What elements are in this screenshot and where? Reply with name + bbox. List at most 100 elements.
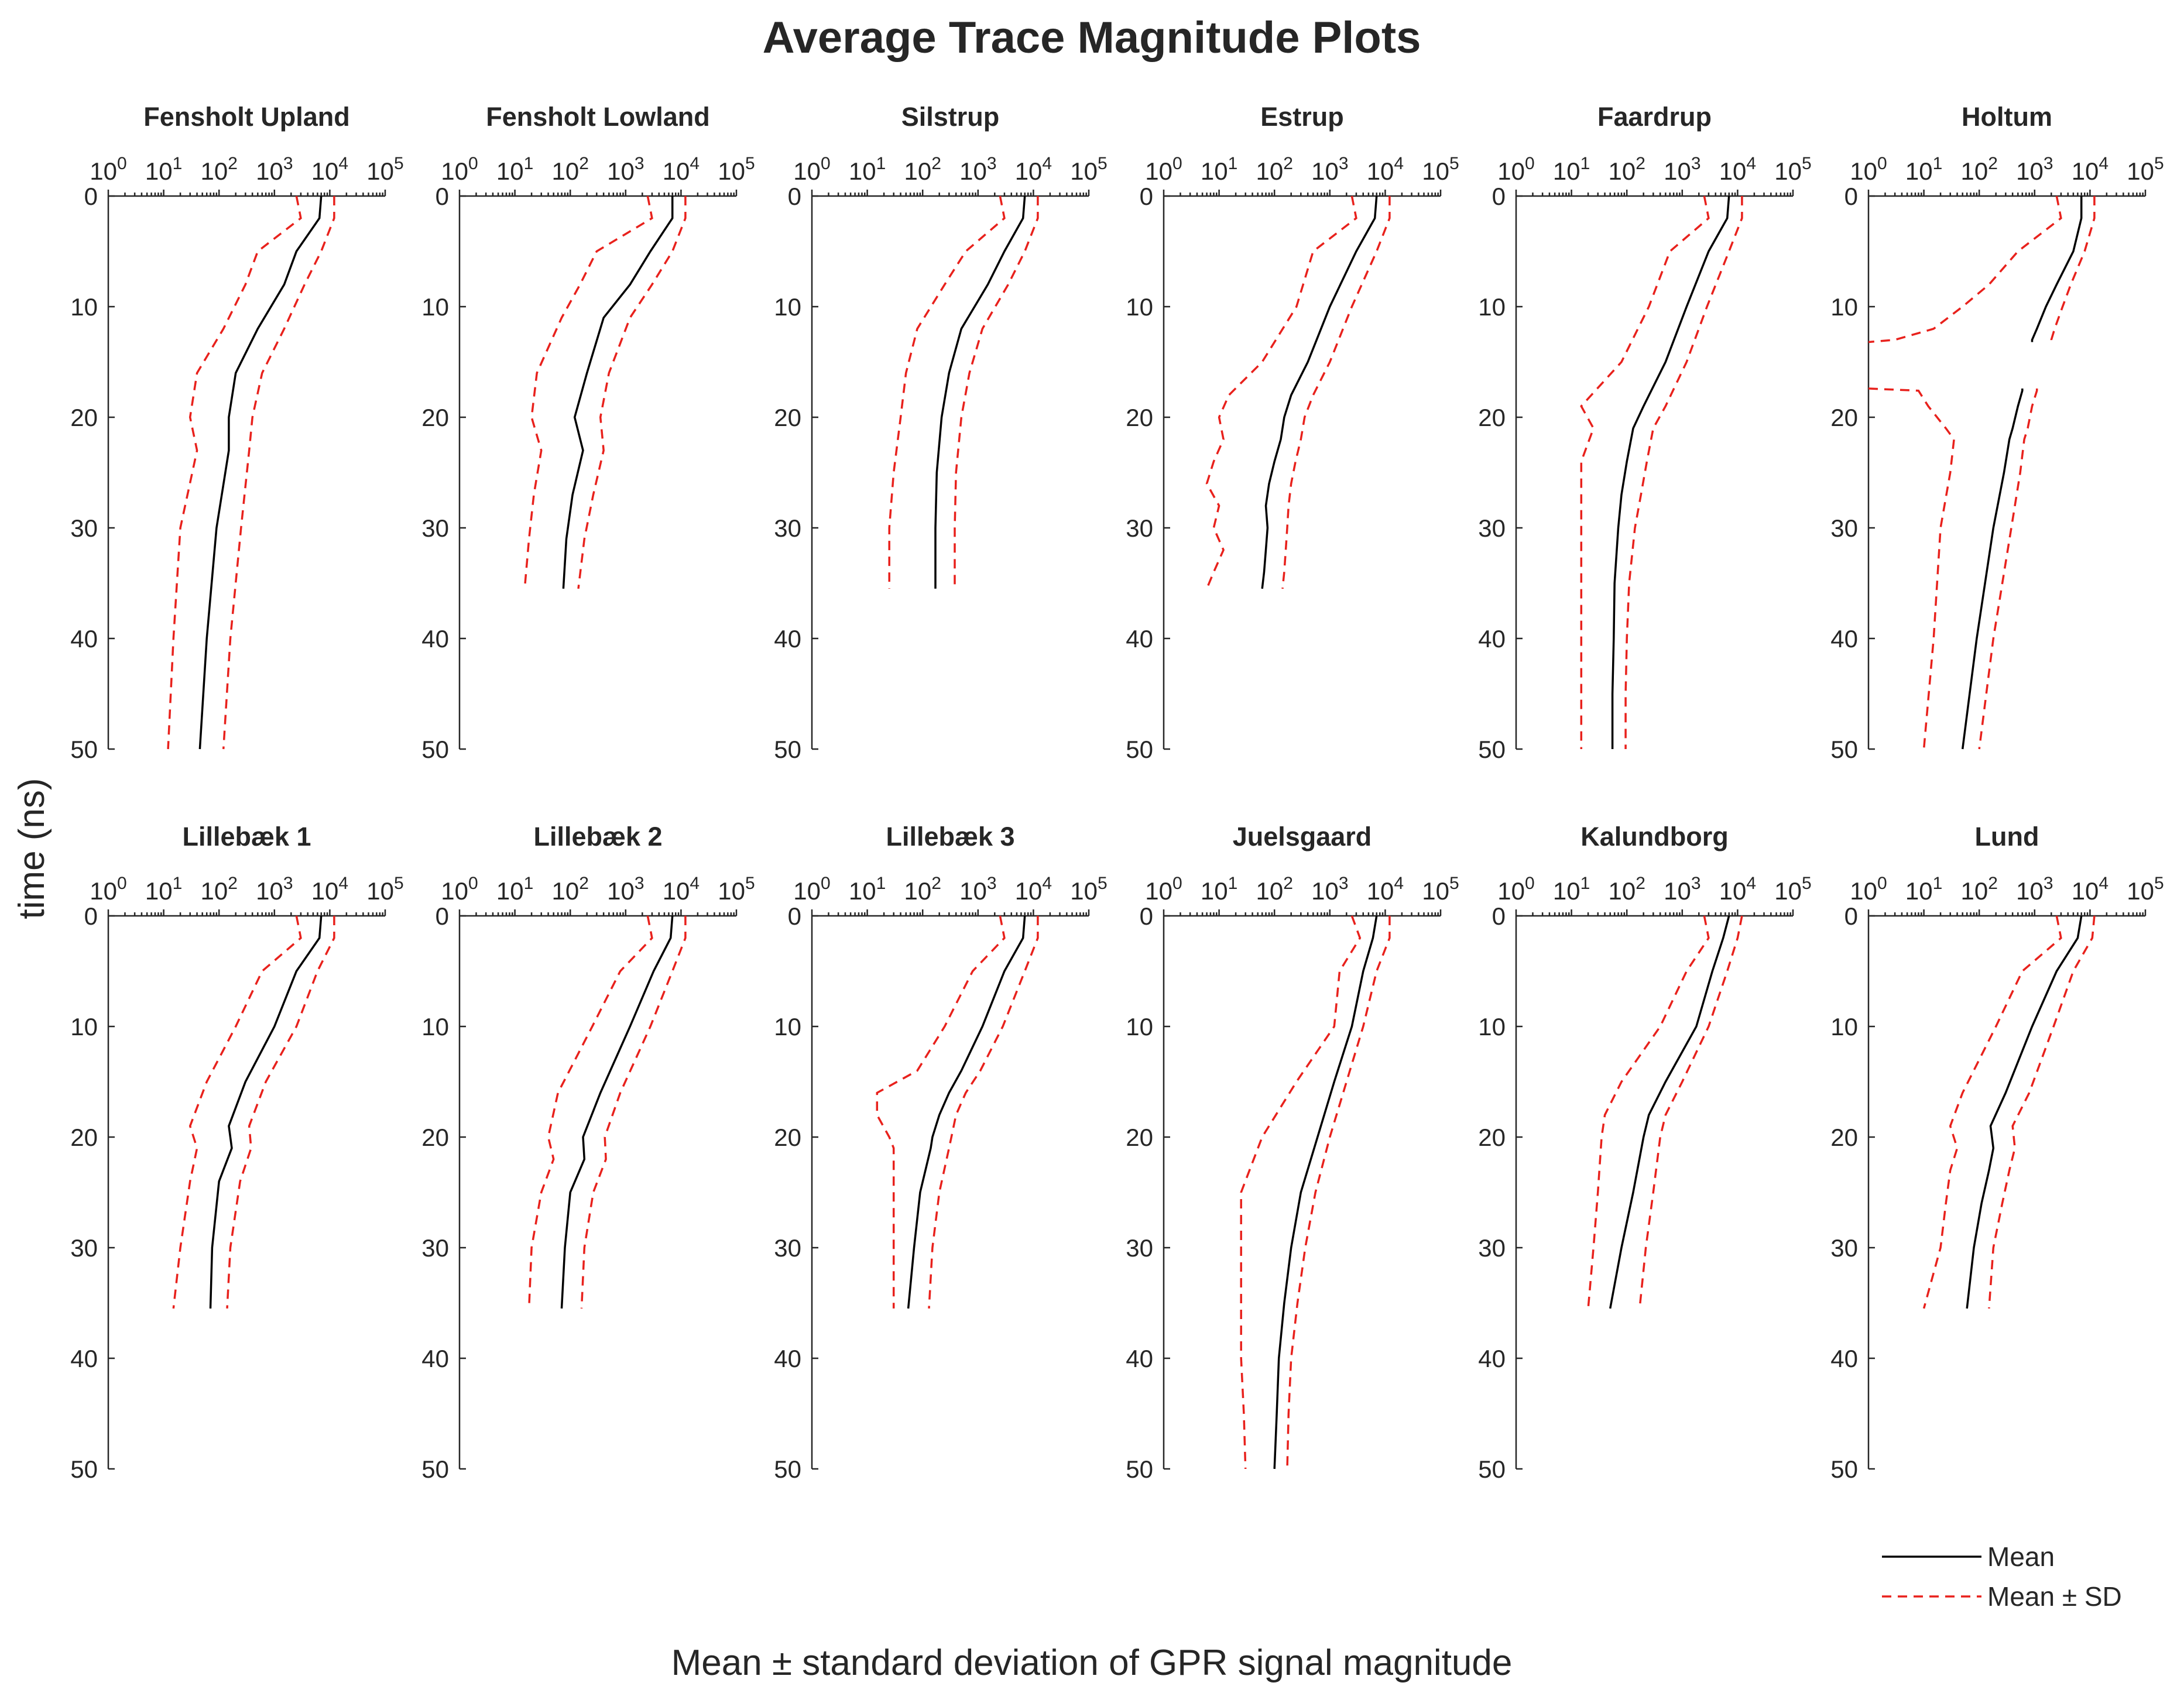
y-tick-label: 30 (774, 1234, 801, 1262)
x-tick-label: 104 (663, 874, 700, 905)
y-tick-label: 0 (436, 902, 449, 930)
panel-title: Kalundborg (1580, 822, 1728, 851)
sd-upper-line (1624, 196, 1743, 749)
x-tick-label: 102 (200, 874, 237, 905)
y-tick-label: 50 (1830, 736, 1858, 763)
panel-title: Fensholt Lowland (486, 102, 709, 132)
y-tick-label: 10 (1478, 293, 1506, 321)
mean-line (934, 195, 1026, 589)
y-tick-label: 30 (774, 514, 801, 542)
y-tick-label: 30 (1830, 514, 1858, 542)
y-tick-label: 0 (84, 183, 98, 210)
y-tick-label: 0 (1844, 902, 1858, 930)
x-tick-label: 100 (793, 874, 830, 905)
y-tick-label: 50 (774, 1455, 801, 1483)
x-tick-label: 100 (1145, 154, 1182, 185)
mean-line (1273, 915, 1378, 1469)
x-tick-label: 100 (1497, 874, 1534, 905)
sd-lower-line (888, 195, 1006, 589)
y-tick-label: 10 (1126, 293, 1153, 321)
y-tick-label: 50 (421, 736, 449, 763)
y-tick-label: 30 (421, 1234, 449, 1262)
y-tick-label: 40 (1126, 625, 1153, 653)
y-tick-label: 50 (774, 736, 801, 763)
y-tick-label: 30 (1126, 1234, 1153, 1262)
y-tick-label: 50 (1830, 1455, 1858, 1483)
y-tick-label: 0 (788, 183, 801, 210)
y-tick-label: 30 (1126, 514, 1153, 542)
x-tick-label: 102 (551, 874, 588, 905)
sd-lower-line (1587, 915, 1710, 1309)
sd-lower-line (876, 915, 1006, 1309)
sd-upper-line (2050, 196, 2096, 342)
y-tick-label: 20 (421, 404, 449, 431)
y-tick-label: 20 (1126, 1124, 1153, 1151)
legend: Mean Mean ± SD (1861, 1536, 2142, 1624)
y-tick-label: 50 (70, 1455, 98, 1483)
y-tick-label: 20 (1126, 404, 1153, 431)
y-tick-label: 40 (1830, 625, 1858, 653)
y-tick-label: 20 (421, 1124, 449, 1151)
y-tick-label: 50 (70, 736, 98, 763)
mean-line (560, 915, 674, 1309)
y-tick-label: 10 (70, 293, 98, 321)
y-tick-label: 50 (1126, 736, 1153, 763)
y-tick-label: 50 (1126, 1455, 1153, 1483)
sd-lower-line (1580, 195, 1710, 749)
sd-upper-line (954, 196, 1039, 589)
y-tick-label: 40 (774, 625, 801, 653)
y-tick-label: 0 (1140, 902, 1153, 930)
y-tick-label: 50 (421, 1455, 449, 1483)
x-axis-label: Mean ± standard deviation of GPR signal … (671, 1643, 1513, 1683)
y-tick-label: 10 (1126, 1013, 1153, 1041)
y-tick-label: 40 (1126, 1345, 1153, 1372)
y-tick-label: 30 (1478, 1234, 1506, 1262)
chart-title: Average Trace Magnitude Plots (763, 13, 1421, 63)
y-tick-label: 10 (421, 293, 449, 321)
sd-lower-line (1868, 195, 2062, 344)
mean-line (2031, 196, 2083, 342)
y-tick-label: 20 (1478, 404, 1506, 431)
sd-lower-line (172, 915, 302, 1309)
y-tick-label: 30 (421, 514, 449, 542)
mean-line (198, 195, 323, 750)
x-tick-label: 103 (2016, 154, 2053, 185)
y-tick-label: 40 (774, 1345, 801, 1372)
mean-line (209, 915, 323, 1309)
y-tick-label: 40 (1830, 1345, 1858, 1372)
y-tick-label: 10 (774, 1013, 801, 1041)
x-tick-label: 102 (551, 154, 588, 185)
x-tick-label: 103 (959, 874, 996, 905)
y-tick-label: 20 (774, 1124, 801, 1151)
mean-line (1261, 195, 1378, 589)
x-tick-label: 101 (1905, 874, 1942, 905)
y-tick-label: 0 (788, 902, 801, 930)
sd-upper-line (577, 196, 687, 589)
sd-lower-line (167, 195, 302, 750)
sd-lower-line-lower-segment (1868, 387, 1955, 750)
panel-title: Fensholt Upland (143, 102, 350, 132)
x-tick-label: 104 (311, 154, 348, 185)
sd-lower-line (1240, 915, 1362, 1469)
x-tick-label: 102 (904, 874, 941, 905)
y-tick-label: 20 (1830, 1124, 1858, 1151)
panel-title: Juelsgaard (1233, 822, 1372, 851)
y-tick-label: 20 (70, 1124, 98, 1151)
y-tick-label: 0 (1140, 183, 1153, 210)
y-tick-label: 10 (421, 1013, 449, 1041)
x-tick-label: 104 (2072, 874, 2108, 905)
sd-upper-line (222, 196, 335, 750)
sd-lower-line (523, 195, 653, 589)
sd-upper-line (1286, 916, 1391, 1469)
y-tick-label: 10 (1830, 1013, 1858, 1041)
panel-title: Faardrup (1597, 102, 1712, 132)
y-tick-label: 20 (70, 404, 98, 431)
